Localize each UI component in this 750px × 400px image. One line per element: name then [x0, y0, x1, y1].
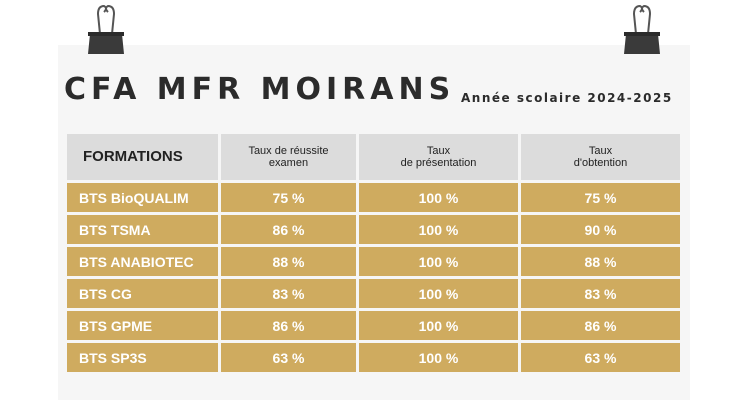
column-header-line: Taux: [426, 145, 451, 157]
taux-reussite-cell: 83 %: [221, 279, 356, 308]
table-row: BTS CG 83 % 100 % 83 %: [67, 279, 680, 308]
taux-reussite-cell: 63 %: [221, 343, 356, 372]
taux-presentation-cell: 100 %: [359, 183, 518, 212]
table-row: BTS TSMA 86 % 100 % 90 %: [67, 215, 680, 244]
taux-presentation-cell: 100 %: [359, 279, 518, 308]
formation-name: BTS BioQUALIM: [67, 183, 218, 212]
taux-presentation-cell: 100 %: [359, 311, 518, 340]
column-header-taux-obtention: Taux d'obtention: [521, 134, 680, 180]
column-header-formations: FORMATIONS: [67, 134, 218, 180]
table-row: BTS SP3S 63 % 100 % 63 %: [67, 343, 680, 372]
table-header-row: FORMATIONS Taux de réussite examen Taux …: [67, 134, 680, 180]
taux-reussite-cell: 88 %: [221, 247, 356, 276]
column-header-line: Taux de réussite: [248, 145, 329, 157]
page-title: CFA MFR MOIRANS: [64, 72, 456, 107]
taux-reussite-cell: 86 %: [221, 215, 356, 244]
binder-clip-icon: [88, 4, 124, 54]
column-header-line: d'obtention: [573, 157, 628, 169]
taux-presentation-cell: 100 %: [359, 247, 518, 276]
taux-obtention-cell: 63 %: [521, 343, 680, 372]
formation-name: BTS ANABIOTEC: [67, 247, 218, 276]
formation-name: BTS TSMA: [67, 215, 218, 244]
taux-obtention-cell: 88 %: [521, 247, 680, 276]
formation-name: BTS CG: [67, 279, 218, 308]
taux-presentation-cell: 100 %: [359, 215, 518, 244]
column-header-taux-reussite: Taux de réussite examen: [221, 134, 356, 180]
table-row: BTS BioQUALIM 75 % 100 % 75 %: [67, 183, 680, 212]
column-header-line: de présentation: [400, 157, 477, 169]
taux-reussite-cell: 75 %: [221, 183, 356, 212]
taux-presentation-cell: 100 %: [359, 343, 518, 372]
school-year: Année scolaire 2024-2025: [461, 91, 673, 105]
taux-obtention-cell: 83 %: [521, 279, 680, 308]
column-header-line: examen: [268, 157, 309, 169]
formation-name: BTS GPME: [67, 311, 218, 340]
taux-obtention-cell: 90 %: [521, 215, 680, 244]
table-row: BTS GPME 86 % 100 % 86 %: [67, 311, 680, 340]
taux-obtention-cell: 86 %: [521, 311, 680, 340]
formation-name: BTS SP3S: [67, 343, 218, 372]
column-header-taux-presentation: Taux de présentation: [359, 134, 518, 180]
column-header-line: Taux: [588, 145, 613, 157]
taux-obtention-cell: 75 %: [521, 183, 680, 212]
taux-reussite-cell: 86 %: [221, 311, 356, 340]
results-table: FORMATIONS Taux de réussite examen Taux …: [64, 131, 683, 375]
binder-clip-icon: [624, 4, 660, 54]
table-row: BTS ANABIOTEC 88 % 100 % 88 %: [67, 247, 680, 276]
